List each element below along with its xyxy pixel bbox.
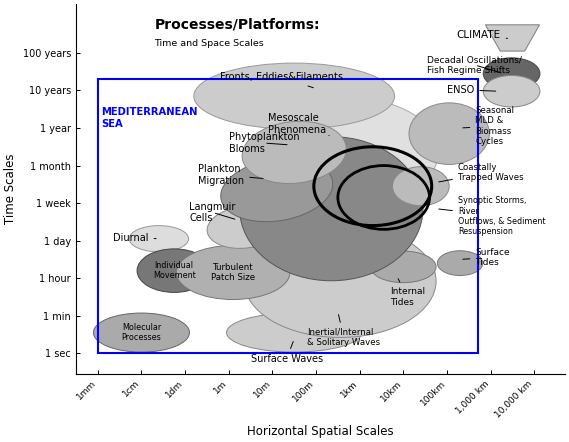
Text: Mesoscale
Phenomena: Mesoscale Phenomena xyxy=(268,114,329,136)
Text: Fronts, Eddies&Filaments: Fronts, Eddies&Filaments xyxy=(220,72,343,88)
Ellipse shape xyxy=(393,167,449,206)
Text: Internal
Tides: Internal Tides xyxy=(390,279,426,307)
Y-axis label: Time Scales: Time Scales xyxy=(4,154,17,224)
Ellipse shape xyxy=(244,225,436,337)
Ellipse shape xyxy=(207,206,281,248)
Ellipse shape xyxy=(176,245,290,300)
Text: Individual
Movement: Individual Movement xyxy=(153,261,196,280)
Ellipse shape xyxy=(296,282,387,323)
PathPatch shape xyxy=(485,25,539,51)
Ellipse shape xyxy=(129,225,188,252)
Text: Molecular
Processes: Molecular Processes xyxy=(122,323,161,342)
Ellipse shape xyxy=(242,121,347,183)
Ellipse shape xyxy=(194,63,394,129)
Text: Surface
Tides: Surface Tides xyxy=(463,248,510,267)
Ellipse shape xyxy=(409,103,489,164)
Ellipse shape xyxy=(137,249,211,293)
Ellipse shape xyxy=(483,58,540,89)
Ellipse shape xyxy=(240,137,423,281)
Ellipse shape xyxy=(226,313,362,352)
Ellipse shape xyxy=(483,76,540,107)
Text: Seasonal
MLD &
Biomass
Cycles: Seasonal MLD & Biomass Cycles xyxy=(463,106,514,146)
Ellipse shape xyxy=(93,313,189,352)
Ellipse shape xyxy=(263,98,438,207)
Bar xyxy=(98,79,479,353)
Text: CLIMATE: CLIMATE xyxy=(456,30,508,40)
Text: Processes/Platforms:: Processes/Platforms: xyxy=(155,17,320,31)
X-axis label: Horizontal Spatial Scales: Horizontal Spatial Scales xyxy=(247,425,394,438)
Text: Phytoplankton
Blooms: Phytoplankton Blooms xyxy=(229,132,299,154)
Text: Synoptic Storms,
River
Outflows, & Sediment
Resuspension: Synoptic Storms, River Outflows, & Sedim… xyxy=(439,196,546,236)
Ellipse shape xyxy=(221,158,333,222)
Text: Inertial/Internal
& Solitary Waves: Inertial/Internal & Solitary Waves xyxy=(307,315,381,347)
Ellipse shape xyxy=(438,251,483,275)
Text: MEDITERRANEAN
SEA: MEDITERRANEAN SEA xyxy=(101,107,198,129)
Text: ENSO: ENSO xyxy=(447,85,496,95)
Text: Langmuir
Cells: Langmuir Cells xyxy=(189,202,236,223)
Text: Coastally
Trapped Waves: Coastally Trapped Waves xyxy=(439,163,523,182)
Text: Turbulent
Patch Size: Turbulent Patch Size xyxy=(211,263,255,282)
Ellipse shape xyxy=(370,251,436,282)
Text: Decadal Oscillations/
Fish Regime Shifts: Decadal Oscillations/ Fish Regime Shifts xyxy=(427,55,522,75)
Text: Diurnal: Diurnal xyxy=(113,232,156,243)
Text: Surface Waves: Surface Waves xyxy=(250,342,323,364)
Text: Time and Space Scales: Time and Space Scales xyxy=(155,39,264,48)
Text: Plankton
Migration: Plankton Migration xyxy=(198,164,263,186)
